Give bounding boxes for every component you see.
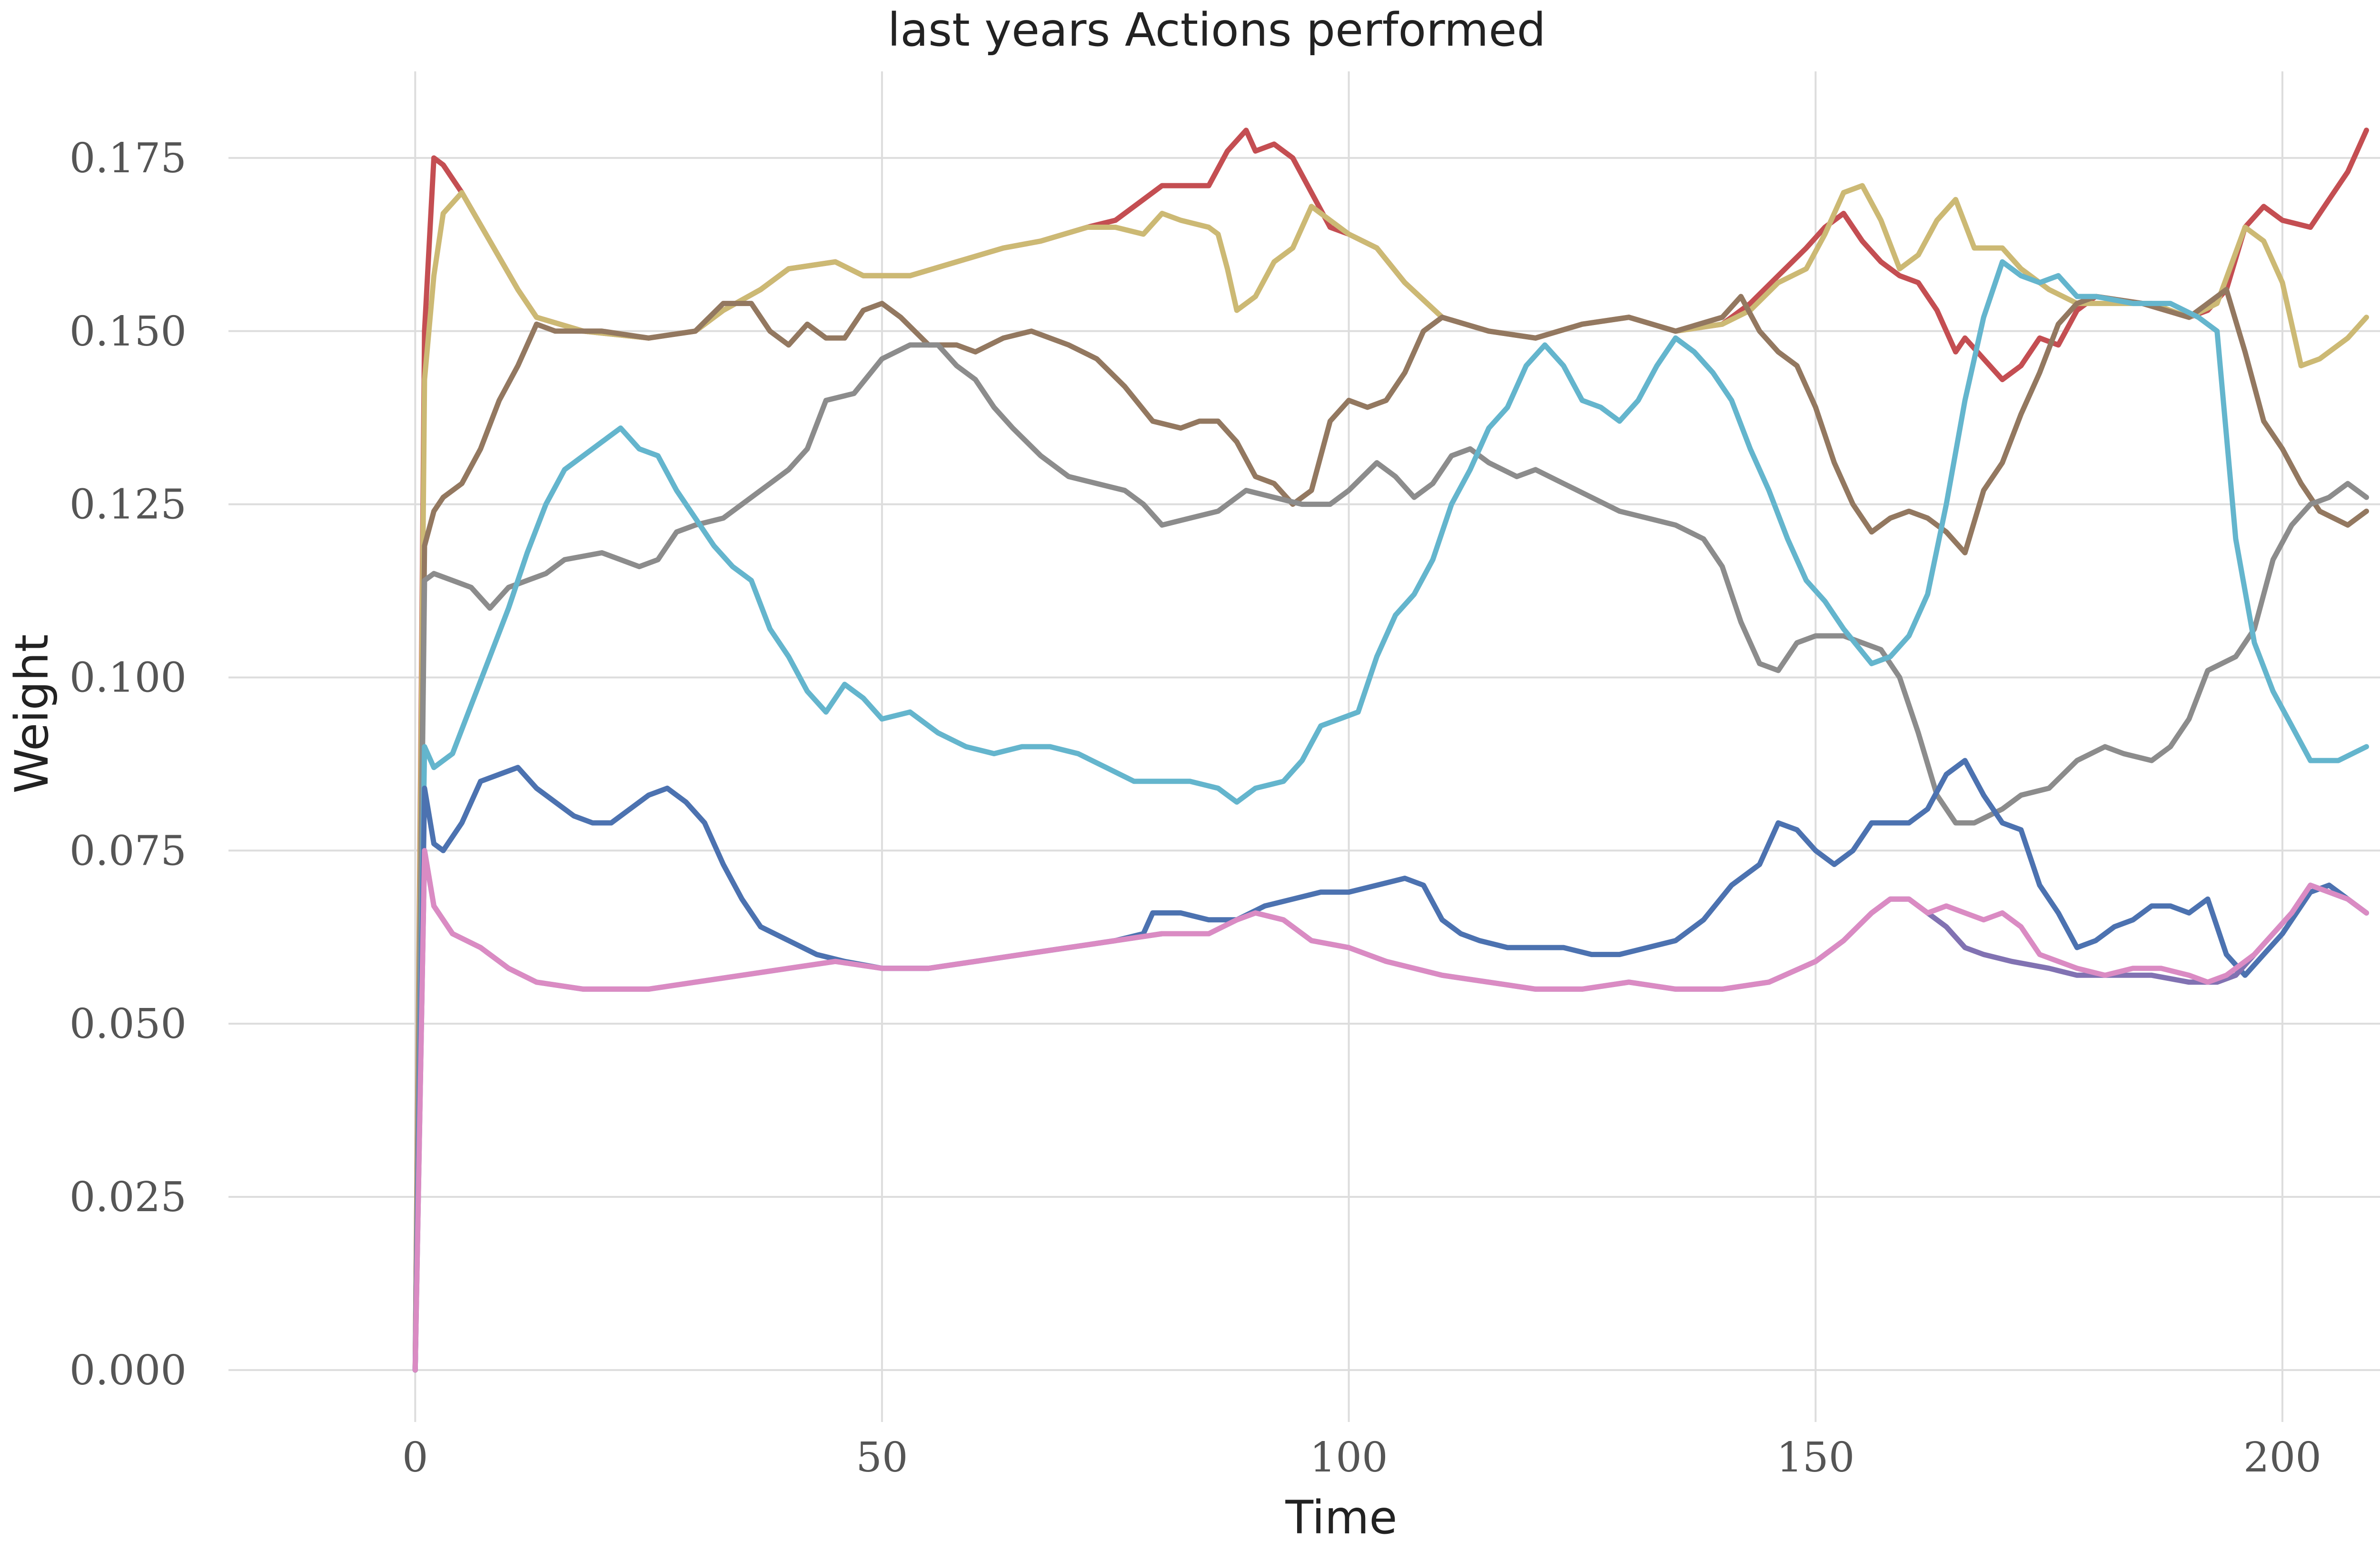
y-tick-label: 0.075: [69, 827, 187, 875]
series-layer: [412, 128, 2369, 1373]
y-tick-label: 0.025: [69, 1174, 187, 1221]
x-axis-title: Time: [1285, 1491, 1398, 1544]
x-tick-label: 150: [1776, 1434, 1854, 1481]
series-line-5: [412, 259, 2369, 1373]
y-tick-label: 0.150: [69, 308, 187, 355]
y-tick-label: 0.125: [69, 481, 187, 529]
y-tick-label: 0.100: [69, 654, 187, 701]
series-line-7: [412, 848, 2369, 1373]
grid-layer: [228, 71, 2380, 1422]
y-tick-label: 0.000: [69, 1347, 187, 1394]
series-line-6: [412, 758, 2369, 1373]
tick-label-layer: 0.000 0.025 0.050 0.075 0.100 0.125 0.150 0.175…: [69, 135, 2321, 1481]
series-line-4: [412, 342, 2369, 1373]
series-line-2: [412, 183, 2369, 1373]
x-tick-label: 100: [1310, 1434, 1388, 1481]
chart-title: last years Actions performed: [888, 3, 1546, 57]
y-tick-label: 0.050: [69, 1000, 187, 1048]
x-tick-label: 200: [2243, 1434, 2321, 1481]
y-axis-title: Weight: [5, 634, 59, 793]
series-line-3: [412, 286, 2369, 1373]
x-tick-label: 50: [856, 1434, 908, 1481]
y-tick-label: 0.175: [69, 135, 187, 182]
x-tick-label: 0: [402, 1434, 428, 1481]
series-line-8: [412, 848, 2369, 1373]
